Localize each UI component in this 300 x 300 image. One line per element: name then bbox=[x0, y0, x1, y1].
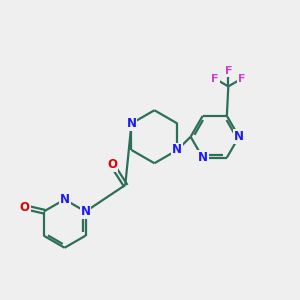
Text: N: N bbox=[127, 117, 136, 130]
Text: O: O bbox=[107, 158, 117, 171]
Text: F: F bbox=[225, 66, 232, 76]
Text: N: N bbox=[234, 130, 244, 143]
Text: F: F bbox=[238, 74, 245, 84]
Text: N: N bbox=[60, 193, 70, 206]
Text: F: F bbox=[211, 74, 219, 84]
Text: N: N bbox=[198, 151, 208, 164]
Text: N: N bbox=[172, 143, 182, 157]
Text: O: O bbox=[20, 201, 30, 214]
Text: N: N bbox=[80, 205, 91, 218]
